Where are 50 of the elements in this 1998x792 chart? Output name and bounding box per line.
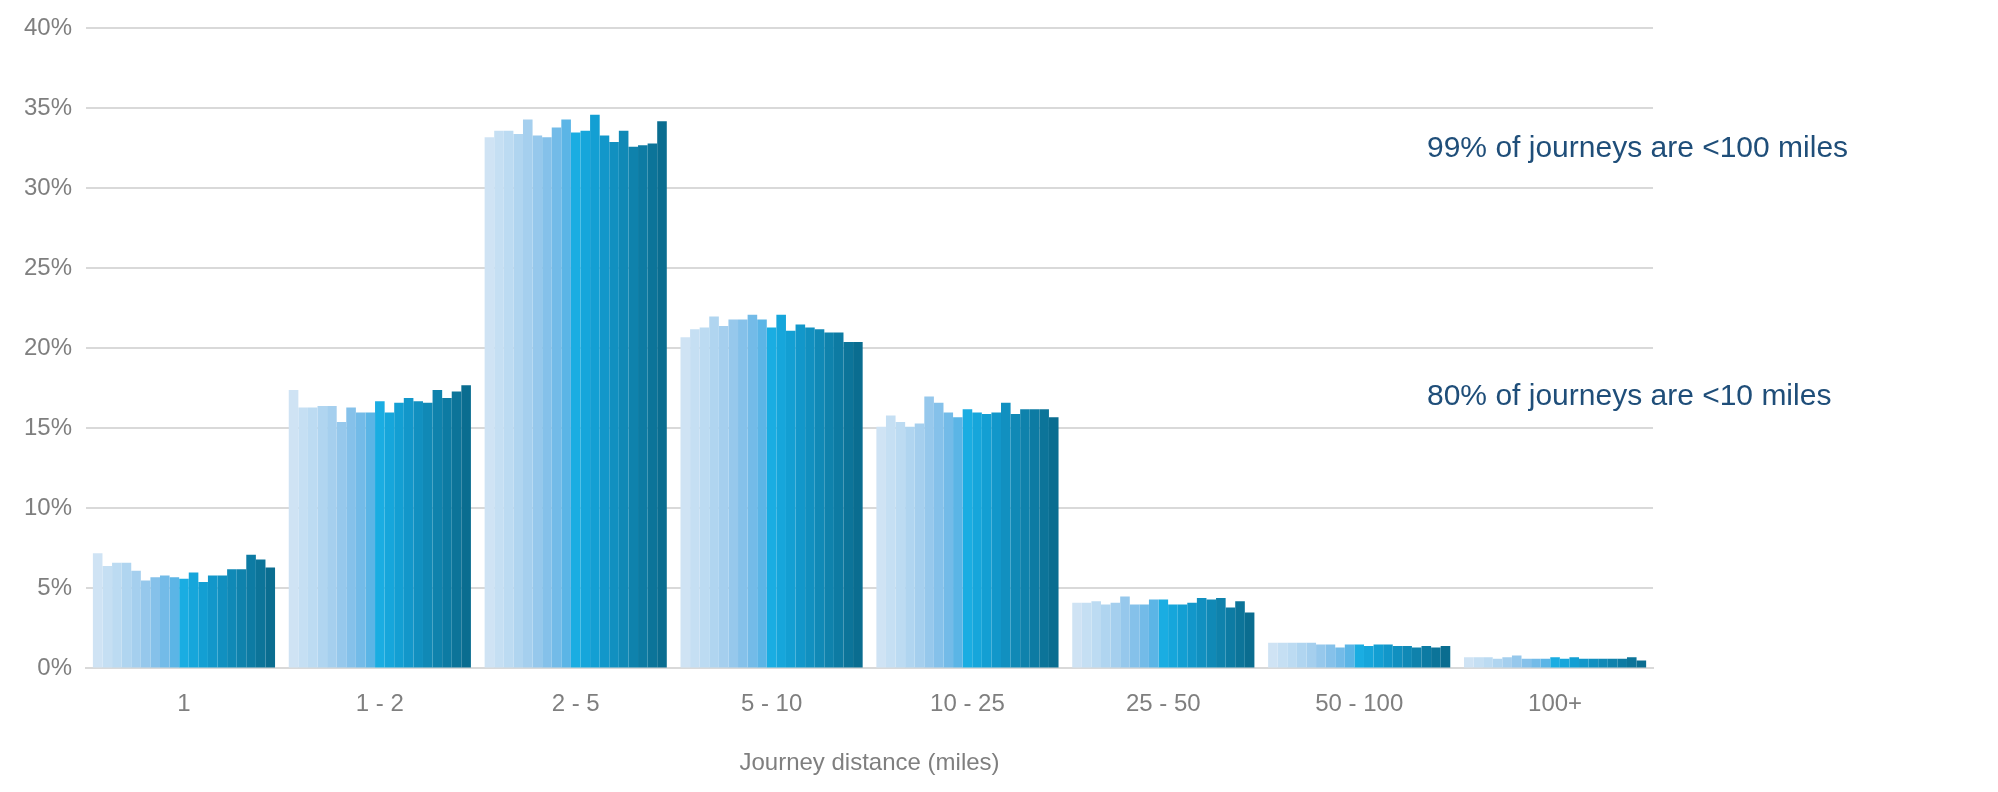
bar — [1531, 658, 1541, 668]
bar — [1120, 596, 1130, 668]
x-tick-label: 2 - 5 — [551, 689, 600, 717]
bar — [140, 580, 151, 668]
x-tick-label: 1 - 2 — [355, 689, 404, 717]
y-tick-label: 20% — [23, 333, 73, 361]
bar — [728, 319, 739, 668]
bar — [532, 135, 543, 668]
y-tick-label: 0% — [37, 653, 73, 681]
bar — [943, 412, 954, 668]
bar — [551, 127, 562, 668]
y-tick-label: 40% — [23, 13, 73, 41]
x-axis-title: Journey distance (miles) — [739, 748, 1000, 776]
bar — [336, 422, 347, 668]
bar — [738, 319, 748, 668]
bar — [1316, 644, 1326, 668]
y-tick-label: 10% — [23, 493, 73, 521]
y-tick-label: 15% — [23, 413, 73, 441]
y-tick-label: 30% — [23, 173, 73, 201]
bar — [1139, 604, 1149, 668]
bar — [757, 319, 767, 668]
bar — [346, 407, 356, 668]
bar — [365, 412, 376, 668]
y-tick-label: 35% — [23, 93, 73, 121]
bar — [1344, 644, 1355, 668]
y-tick-label: 25% — [23, 253, 73, 281]
x-tick-label: 100+ — [1528, 689, 1583, 717]
bar — [1325, 644, 1336, 668]
bar — [924, 396, 934, 668]
bar — [1148, 599, 1159, 668]
y-tick-label: 5% — [37, 573, 73, 601]
bar — [1511, 655, 1522, 668]
bar — [355, 412, 366, 668]
x-tick-label: 5 - 10 — [740, 689, 803, 717]
bar — [953, 417, 963, 668]
bar — [169, 577, 180, 668]
bar — [561, 119, 571, 668]
bar — [542, 137, 552, 668]
bar — [150, 577, 160, 668]
bar — [1129, 604, 1140, 668]
x-tick-label: 50 - 100 — [1315, 689, 1404, 717]
bar — [1335, 647, 1345, 668]
annotation: 99% of journeys are <100 miles — [1427, 129, 1849, 163]
bar — [933, 402, 944, 668]
x-tick-label: 25 - 50 — [1125, 689, 1201, 717]
bar — [160, 575, 170, 668]
bar — [747, 314, 758, 668]
x-tick-label: 1 — [177, 689, 191, 717]
annotation: 80% of journeys are <10 miles — [1427, 377, 1832, 411]
x-tick-label: 10 - 25 — [930, 689, 1005, 717]
